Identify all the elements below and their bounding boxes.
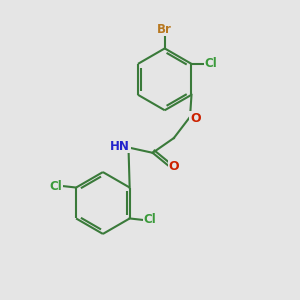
Text: Cl: Cl [50,180,62,193]
Text: HN: HN [110,140,130,152]
Text: Br: Br [157,23,172,36]
Text: Cl: Cl [204,57,217,70]
Text: O: O [169,160,179,172]
Text: O: O [190,112,201,125]
Text: Cl: Cl [143,213,156,226]
